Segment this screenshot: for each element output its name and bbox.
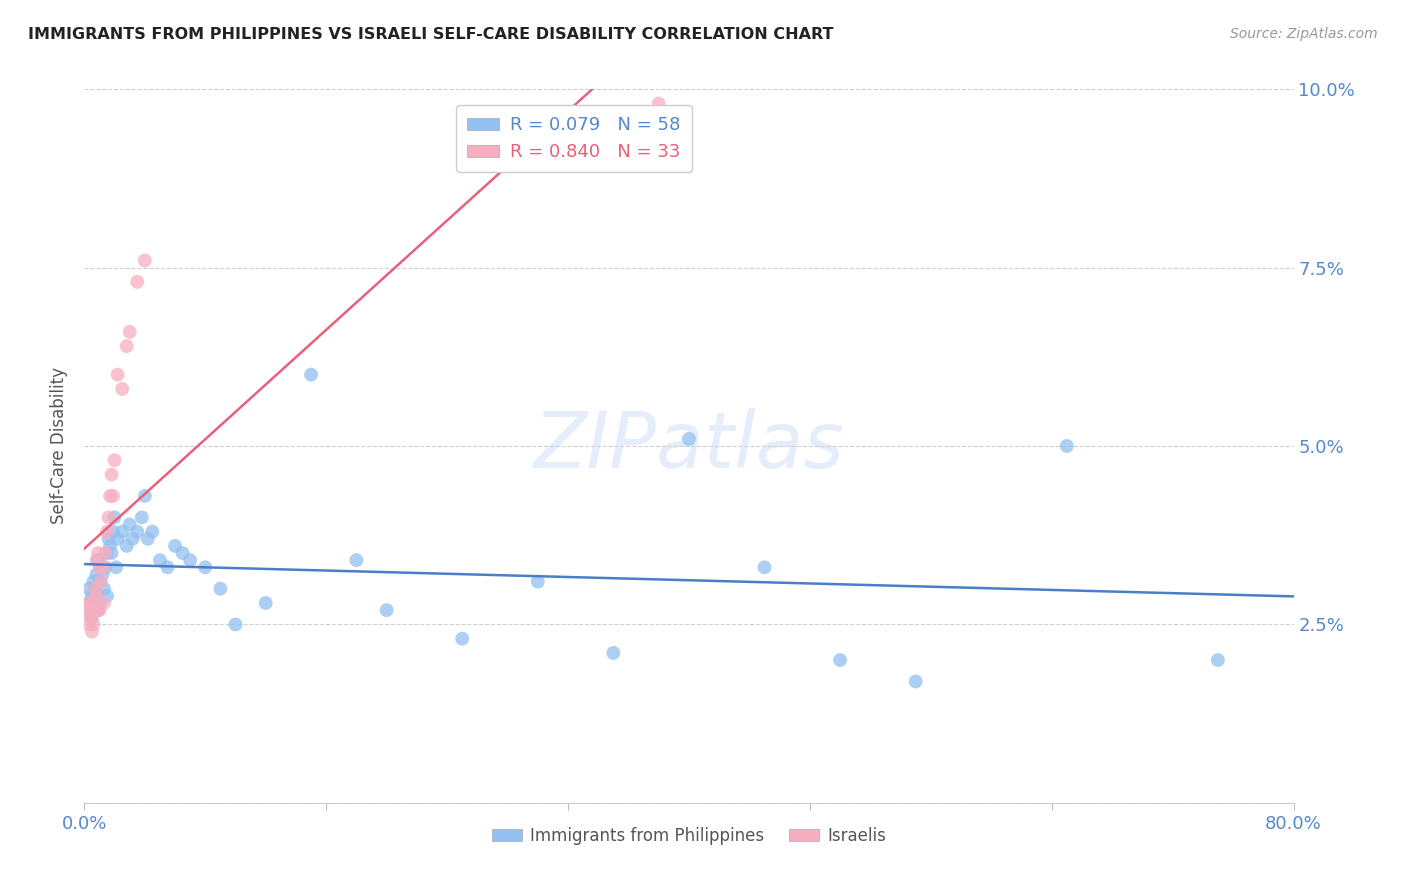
- Point: [115, 539, 138, 553]
- Point: [165, 539, 187, 553]
- Point: [179, 553, 201, 567]
- Point: [89, 596, 111, 610]
- Point: [82, 574, 104, 589]
- Point: [149, 553, 172, 567]
- Point: [82, 596, 104, 610]
- Point: [209, 582, 232, 596]
- Text: IMMIGRANTS FROM PHILIPPINES VS ISRAELI SELF-CARE DISABILITY CORRELATION CHART: IMMIGRANTS FROM PHILIPPINES VS ISRAELI S…: [28, 27, 834, 42]
- Point: [134, 253, 156, 268]
- Point: [121, 532, 143, 546]
- Point: [156, 560, 179, 574]
- Point: [602, 646, 624, 660]
- Point: [172, 546, 194, 560]
- Point: [90, 560, 112, 574]
- Point: [141, 524, 163, 539]
- Point: [754, 560, 776, 574]
- Point: [111, 524, 134, 539]
- Point: [96, 524, 118, 539]
- Point: [100, 546, 122, 560]
- Point: [101, 489, 124, 503]
- Point: [375, 603, 398, 617]
- Point: [80, 589, 103, 603]
- Point: [100, 467, 122, 482]
- Point: [77, 617, 100, 632]
- Point: [1056, 439, 1078, 453]
- Point: [77, 596, 100, 610]
- Point: [104, 453, 127, 467]
- Point: [87, 603, 110, 617]
- Point: [86, 589, 108, 603]
- Point: [94, 560, 117, 574]
- Point: [84, 603, 107, 617]
- Point: [134, 489, 156, 503]
- Point: [127, 524, 149, 539]
- Point: [86, 589, 108, 603]
- Point: [89, 560, 111, 574]
- Point: [82, 596, 104, 610]
- Point: [80, 603, 103, 617]
- Point: [86, 553, 108, 567]
- Point: [98, 489, 121, 503]
- Point: [80, 624, 103, 639]
- Point: [678, 432, 700, 446]
- Point: [87, 603, 110, 617]
- Point: [107, 532, 129, 546]
- Text: ZIPatlas: ZIPatlas: [533, 408, 845, 484]
- Point: [1206, 653, 1229, 667]
- Point: [131, 510, 153, 524]
- Point: [96, 589, 118, 603]
- Point: [111, 382, 134, 396]
- Point: [86, 567, 108, 582]
- Point: [84, 603, 107, 617]
- Point: [96, 546, 118, 560]
- Point: [76, 596, 98, 610]
- Point: [90, 574, 112, 589]
- Point: [346, 553, 368, 567]
- Point: [527, 574, 550, 589]
- Point: [94, 546, 117, 560]
- Point: [97, 532, 120, 546]
- Point: [80, 610, 103, 624]
- Point: [93, 596, 115, 610]
- Point: [118, 325, 141, 339]
- Text: Source: ZipAtlas.com: Source: ZipAtlas.com: [1230, 27, 1378, 41]
- Point: [451, 632, 474, 646]
- Point: [84, 582, 107, 596]
- Point: [79, 603, 101, 617]
- Point: [89, 603, 111, 617]
- Point: [136, 532, 159, 546]
- Point: [76, 603, 98, 617]
- Legend: Immigrants from Philippines, Israelis: Immigrants from Philippines, Israelis: [485, 821, 893, 852]
- Point: [254, 596, 277, 610]
- Point: [77, 582, 100, 596]
- Point: [87, 546, 110, 560]
- Point: [101, 524, 124, 539]
- Point: [127, 275, 149, 289]
- Point: [904, 674, 927, 689]
- Y-axis label: Self-Care Disability: Self-Care Disability: [51, 368, 69, 524]
- Point: [82, 617, 104, 632]
- Point: [89, 574, 111, 589]
- Point: [93, 582, 115, 596]
- Point: [91, 567, 114, 582]
- Point: [105, 560, 128, 574]
- Point: [79, 610, 101, 624]
- Point: [97, 510, 120, 524]
- Point: [84, 582, 107, 596]
- Point: [104, 510, 127, 524]
- Point: [118, 517, 141, 532]
- Point: [115, 339, 138, 353]
- Point: [91, 560, 114, 574]
- Point: [225, 617, 247, 632]
- Point: [98, 539, 121, 553]
- Point: [830, 653, 852, 667]
- Point: [87, 553, 110, 567]
- Point: [194, 560, 217, 574]
- Point: [107, 368, 129, 382]
- Point: [299, 368, 322, 382]
- Point: [648, 96, 671, 111]
